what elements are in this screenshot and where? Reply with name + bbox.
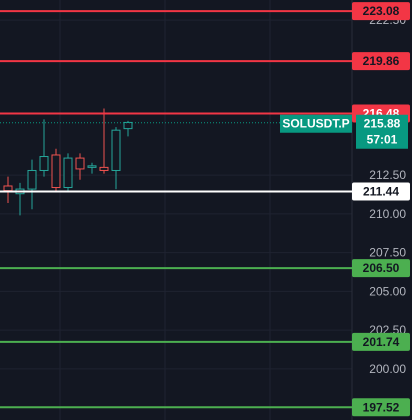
level-tag-box [352, 398, 410, 417]
candle-body [87, 165, 97, 168]
level-tag-label: 201.74 [363, 335, 400, 349]
candle-body [99, 166, 109, 171]
candle-body [51, 154, 61, 189]
y-tick-label: 207.50 [369, 246, 406, 260]
candle-body [75, 157, 85, 170]
candle-body [27, 169, 37, 190]
symbol-label-box [280, 114, 352, 133]
candle-body [123, 121, 133, 130]
symbol-label: SOLUSDT.P [282, 117, 349, 131]
level-tag-label: 197.52 [363, 400, 400, 414]
price-label: 215.88 [364, 117, 401, 131]
level-tags: 223.08219.86216.48211.44206.50201.74197.… [352, 2, 410, 417]
level-tag-label: 206.50 [363, 261, 400, 275]
candle-body [111, 129, 121, 171]
level-tag-box [352, 52, 410, 71]
level-tag-label: 219.86 [363, 54, 400, 68]
candle-body [3, 185, 13, 192]
level-tag-label: 211.44 [363, 185, 399, 199]
price-label-box [356, 114, 408, 149]
y-tick-label: 200.00 [369, 362, 406, 376]
level-lines [0, 10, 352, 409]
grid [0, 0, 353, 420]
y-tick-label: 205.00 [369, 284, 406, 298]
level-tag-label: 223.08 [363, 4, 400, 18]
level-tag-box [352, 259, 410, 278]
candle-body [39, 156, 49, 171]
candles [3, 108, 133, 216]
y-tick-label: 210.00 [369, 207, 406, 221]
countdown-label: 57:01 [367, 133, 398, 147]
candle-body [63, 157, 73, 189]
level-tag-box [352, 332, 410, 351]
level-tag-box [352, 2, 410, 21]
y-tick-label: 212.50 [369, 168, 406, 182]
current-price-tag: SOLUSDT.P 215.88 57:01 [280, 114, 408, 149]
level-tag-box [352, 182, 410, 201]
